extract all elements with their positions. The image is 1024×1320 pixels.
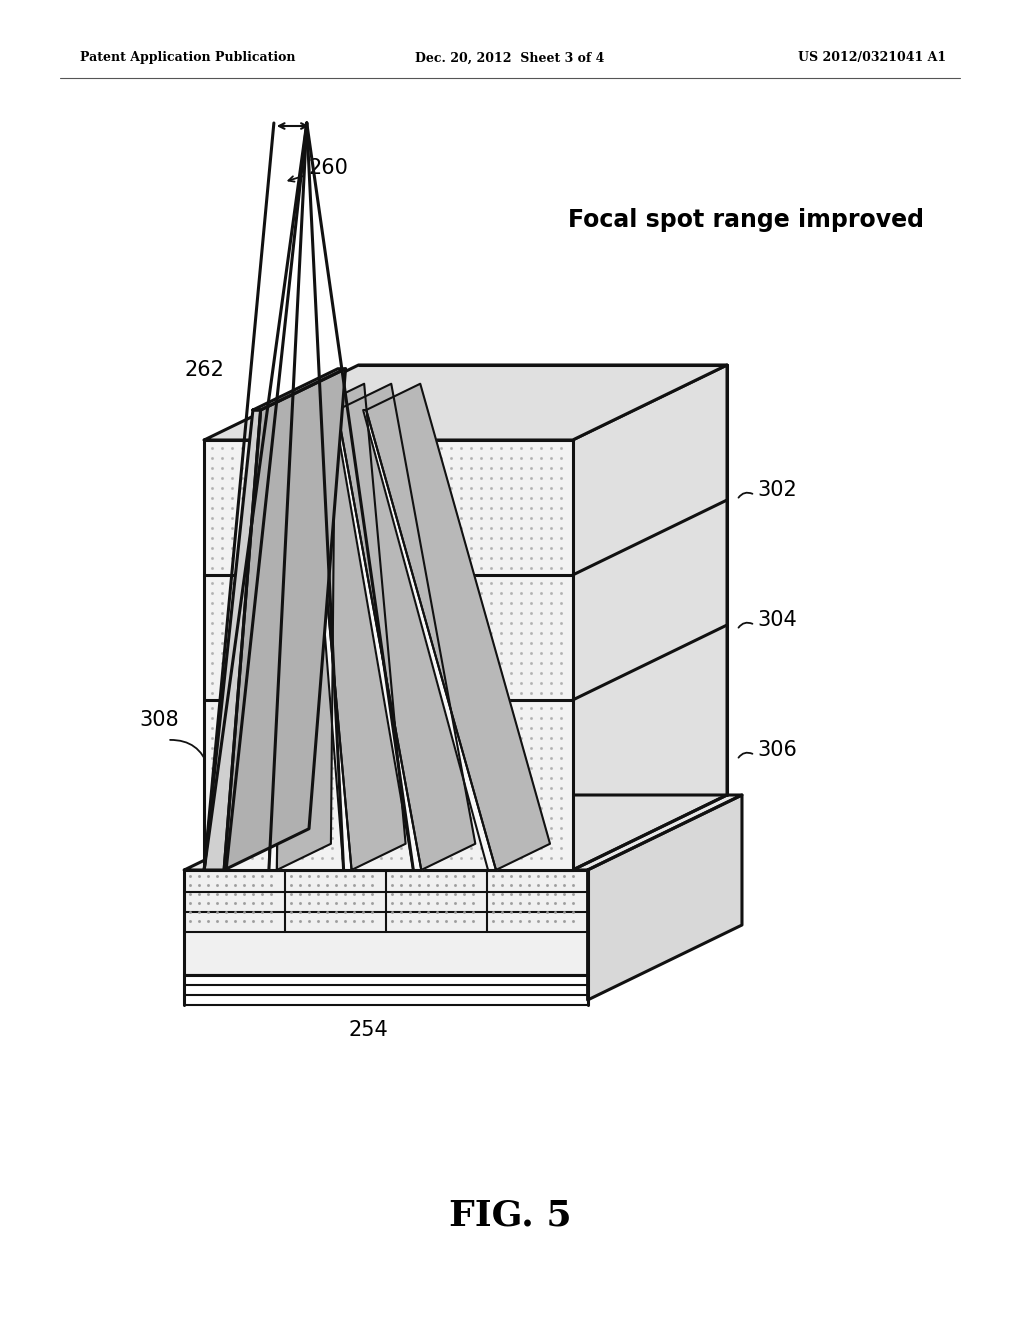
Polygon shape xyxy=(184,795,742,870)
Text: Patent Application Publication: Patent Application Publication xyxy=(80,51,295,65)
Polygon shape xyxy=(588,795,742,1001)
Polygon shape xyxy=(364,411,496,870)
Polygon shape xyxy=(253,368,345,411)
Text: US 2012/0321041 A1: US 2012/0321041 A1 xyxy=(798,51,946,65)
Text: 308: 308 xyxy=(139,710,179,730)
Polygon shape xyxy=(204,440,572,870)
Text: Focal spot range improved: Focal spot range improved xyxy=(567,209,924,232)
Polygon shape xyxy=(224,368,345,870)
Text: 262: 262 xyxy=(184,360,224,380)
Polygon shape xyxy=(307,411,351,870)
Polygon shape xyxy=(334,411,421,870)
Text: 254: 254 xyxy=(348,1020,388,1040)
Polygon shape xyxy=(204,366,727,440)
Polygon shape xyxy=(572,366,727,870)
Polygon shape xyxy=(204,411,261,870)
Polygon shape xyxy=(310,384,406,870)
Text: 260: 260 xyxy=(309,158,348,178)
Polygon shape xyxy=(184,870,588,975)
Text: Dec. 20, 2012  Sheet 3 of 4: Dec. 20, 2012 Sheet 3 of 4 xyxy=(416,51,604,65)
Polygon shape xyxy=(337,384,475,870)
Text: 306: 306 xyxy=(757,741,797,760)
Polygon shape xyxy=(276,384,335,870)
Text: 268: 268 xyxy=(455,385,498,444)
Polygon shape xyxy=(269,411,282,870)
Text: FIG. 5: FIG. 5 xyxy=(449,1199,571,1232)
Text: 302: 302 xyxy=(757,480,797,500)
Text: 300: 300 xyxy=(637,385,677,405)
Polygon shape xyxy=(367,384,550,870)
Text: 304: 304 xyxy=(757,610,797,630)
